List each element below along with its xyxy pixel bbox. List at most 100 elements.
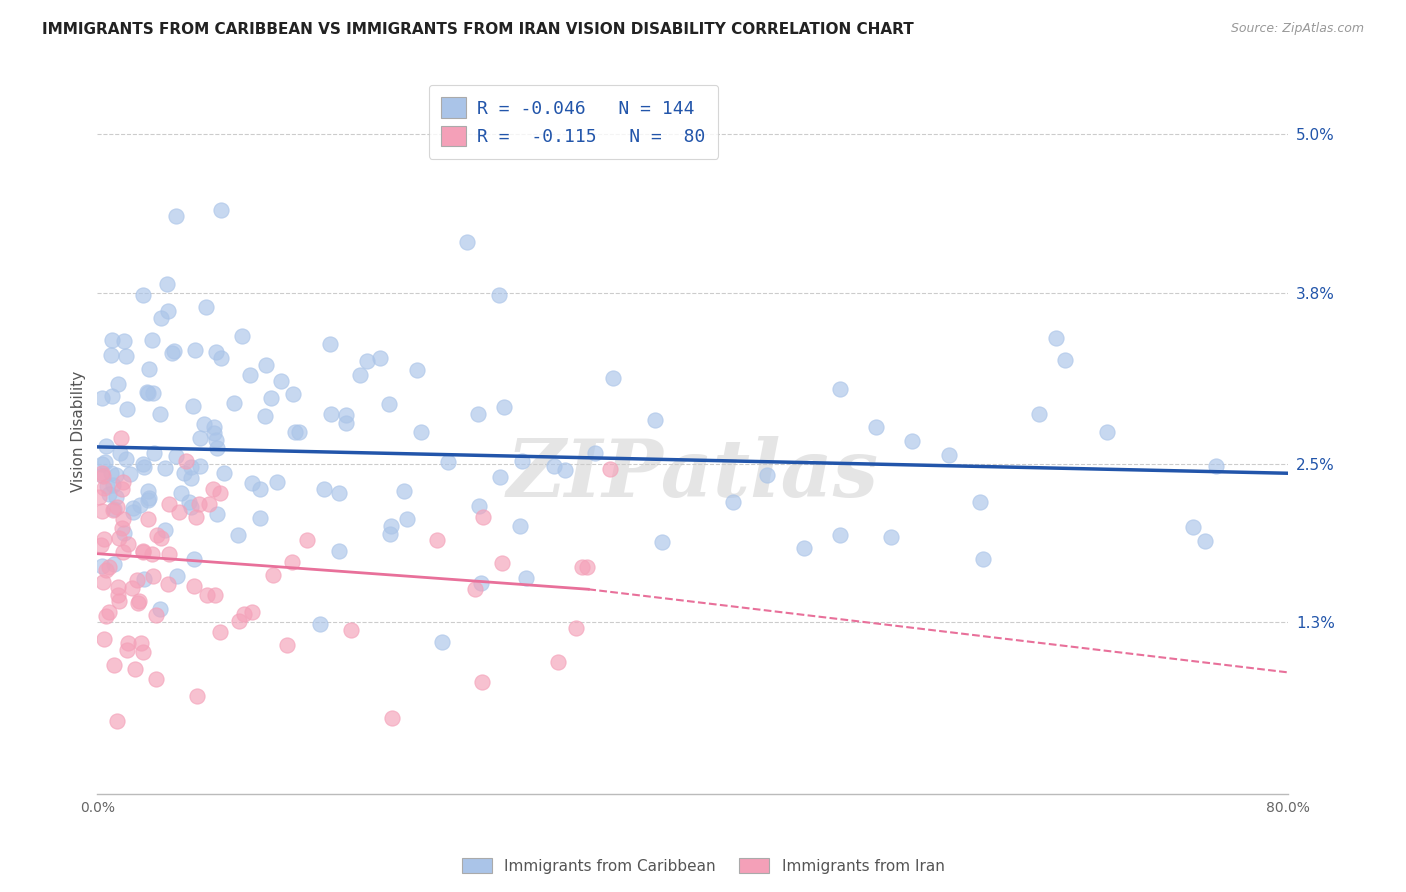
- Text: ZIPatlas: ZIPatlas: [506, 436, 879, 513]
- Point: [437, 454, 460, 468]
- Point: [98, 560, 121, 574]
- Point: [170, 486, 193, 500]
- Point: [111, 544, 134, 558]
- Y-axis label: Vision Disability: Vision Disability: [72, 370, 86, 491]
- Point: [165, 210, 187, 224]
- Point: [94, 609, 117, 624]
- Point: [312, 483, 335, 497]
- Legend: R = -0.046   N = 144, R =  -0.115   N =  80: R = -0.046 N = 144, R = -0.115 N = 80: [429, 85, 718, 159]
- Point: [276, 638, 298, 652]
- Point: [129, 498, 152, 512]
- Point: [103, 557, 125, 571]
- Point: [184, 510, 207, 524]
- Point: [156, 277, 179, 292]
- Point: [127, 596, 149, 610]
- Point: [149, 407, 172, 421]
- Point: [131, 545, 153, 559]
- Point: [205, 507, 228, 521]
- Point: [97, 605, 120, 619]
- Point: [112, 334, 135, 348]
- Point: [174, 453, 197, 467]
- Point: [488, 287, 510, 301]
- Point: [108, 446, 131, 460]
- Point: [180, 471, 202, 485]
- Point: [260, 391, 283, 405]
- Point: [406, 362, 429, 376]
- Point: [288, 425, 311, 439]
- Point: [131, 457, 153, 471]
- Point: [183, 552, 205, 566]
- Point: [188, 458, 211, 473]
- Point: [103, 502, 125, 516]
- Point: [91, 504, 114, 518]
- Point: [828, 528, 851, 542]
- Point: [103, 503, 125, 517]
- Point: [104, 467, 127, 482]
- Point: [721, 495, 744, 509]
- Point: [105, 714, 128, 729]
- Text: IMMIGRANTS FROM CARIBBEAN VS IMMIGRANTS FROM IRAN VISION DISABILITY CORRELATION : IMMIGRANTS FROM CARIBBEAN VS IMMIGRANTS …: [42, 22, 914, 37]
- Point: [204, 420, 226, 434]
- Point: [136, 493, 159, 508]
- Point: [239, 368, 262, 383]
- Point: [204, 433, 226, 447]
- Point: [118, 467, 141, 481]
- Point: [283, 386, 305, 401]
- Point: [602, 371, 624, 385]
- Point: [793, 541, 815, 556]
- Point: [107, 588, 129, 602]
- Point: [105, 500, 128, 515]
- Point: [149, 311, 172, 326]
- Point: [270, 375, 292, 389]
- Point: [132, 543, 155, 558]
- Point: [262, 568, 284, 582]
- Point: [183, 343, 205, 358]
- Point: [91, 469, 114, 483]
- Point: [90, 457, 112, 471]
- Point: [509, 518, 531, 533]
- Point: [100, 466, 122, 480]
- Point: [129, 636, 152, 650]
- Point: [136, 385, 159, 400]
- Point: [335, 409, 357, 423]
- Point: [115, 642, 138, 657]
- Point: [394, 484, 416, 499]
- Point: [830, 382, 852, 396]
- Point: [209, 625, 232, 640]
- Point: [599, 462, 621, 476]
- Point: [136, 484, 159, 499]
- Point: [1028, 408, 1050, 422]
- Point: [165, 449, 187, 463]
- Point: [547, 655, 569, 669]
- Point: [114, 349, 136, 363]
- Point: [142, 446, 165, 460]
- Point: [411, 425, 433, 439]
- Point: [1045, 331, 1067, 345]
- Point: [122, 504, 145, 518]
- Point: [319, 337, 342, 351]
- Point: [543, 459, 565, 474]
- Point: [938, 448, 960, 462]
- Point: [571, 560, 593, 574]
- Point: [124, 662, 146, 676]
- Point: [111, 512, 134, 526]
- Point: [111, 475, 134, 490]
- Point: [90, 538, 112, 552]
- Point: [1194, 533, 1216, 548]
- Point: [254, 409, 277, 424]
- Point: [471, 510, 494, 524]
- Point: [103, 658, 125, 673]
- Point: [266, 475, 288, 489]
- Point: [91, 466, 114, 480]
- Point: [284, 425, 307, 439]
- Point: [186, 689, 208, 703]
- Point: [195, 588, 218, 602]
- Point: [157, 547, 180, 561]
- Point: [94, 439, 117, 453]
- Point: [91, 575, 114, 590]
- Point: [468, 499, 491, 513]
- Point: [209, 202, 232, 217]
- Point: [114, 451, 136, 466]
- Point: [202, 482, 225, 496]
- Point: [149, 601, 172, 615]
